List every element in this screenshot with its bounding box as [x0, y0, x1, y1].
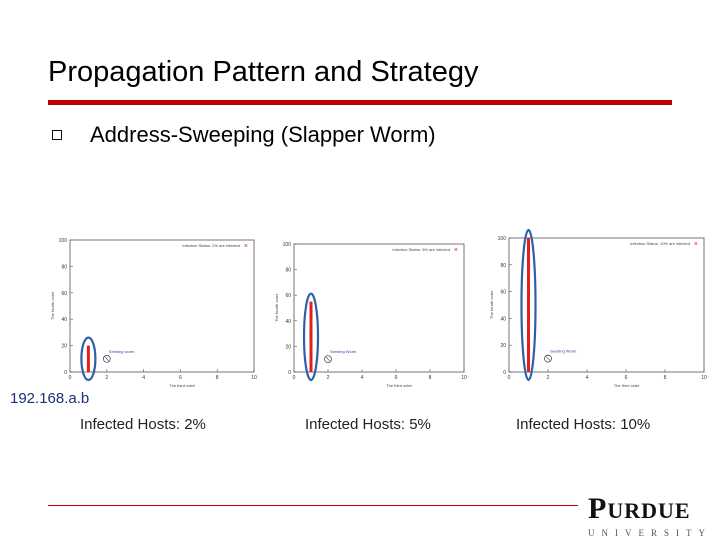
- x-tick-label: 2: [327, 375, 330, 381]
- x-axis-label: The third octet: [169, 383, 195, 388]
- y-tick-label: 60: [500, 290, 506, 296]
- x-tick-label: 4: [586, 375, 589, 381]
- seed-marker: [544, 354, 552, 363]
- seeding-worm-label: Seeding Worm: [550, 349, 577, 354]
- y-tick-label: 20: [500, 343, 506, 349]
- x-tick-label: 8: [664, 375, 667, 381]
- seed-marker-cross: [545, 356, 551, 361]
- plot-frame: [508, 237, 705, 373]
- y-tick-label: 100: [498, 236, 507, 242]
- y-tick-label: 20: [61, 344, 67, 350]
- y-tick-label: 20: [285, 344, 291, 350]
- x-axis-label: The third octet: [386, 383, 412, 388]
- y-tick-label: 80: [61, 264, 67, 270]
- y-tick-label: 60: [61, 291, 67, 297]
- slide-title: Propagation Pattern and Strategy: [48, 56, 479, 88]
- plot-10-percent: 0 20 40 60 80 100 0 2 4 6 8 10 The third octet The fo…: [487, 226, 716, 390]
- y-tick-label: 0: [64, 370, 67, 376]
- x-tick-label: 0: [69, 375, 72, 381]
- x-tick-label: 6: [625, 375, 628, 381]
- plot-frame: [69, 239, 255, 373]
- y-axis-label: The fourth octet: [489, 290, 494, 319]
- caption-5-percent: Infected Hosts: 5%: [305, 416, 431, 433]
- plot-frame: [293, 243, 465, 373]
- x-tick-label: 6: [395, 375, 398, 381]
- highlight-ellipse: [302, 292, 320, 382]
- close-x-icon: ×: [694, 241, 698, 248]
- bullet-text: Address-Sweeping (Slapper Worm): [90, 122, 436, 147]
- x-tick-label: 2: [547, 375, 550, 381]
- highlight-ellipse: [520, 228, 537, 382]
- plot-2-percent: 0 20 40 60 80 100 0 2 4 6 8 10 The third octet The fo…: [48, 228, 266, 390]
- y-tick-label: 100: [59, 238, 68, 244]
- y-tick-label: 40: [285, 319, 291, 325]
- bullet-checkbox-icon: [52, 130, 62, 140]
- footer-rule: [48, 505, 578, 506]
- chart-svg: 0 20 40 60 80 100 0 2 4 6 8 10 The third octet The fo…: [489, 228, 707, 388]
- seed-marker-cross: [325, 356, 331, 362]
- chart-svg: 0 20 40 60 80 100 0 2 4 6 8 10 The third octet The fo…: [274, 242, 467, 388]
- chart-svg: 0 20 40 60 80 100 0 2 4 6 8 10 The third octet The fo…: [50, 238, 257, 388]
- y-tick-label: 100: [283, 242, 292, 248]
- y-tick-label: 80: [500, 263, 506, 269]
- seed-marker: [102, 354, 111, 363]
- ip-address-label: 192.168.a.b: [10, 390, 90, 407]
- seeding-worm-label: Seeding Worm: [330, 349, 357, 354]
- y-axis-label: The fourth octet: [274, 293, 279, 322]
- infection-status-label: Infection Status: 10% are infected: [630, 241, 690, 246]
- logo-subtitle: UNIVERSITY: [588, 528, 712, 538]
- seed-marker: [324, 355, 332, 364]
- x-tick-label: 10: [251, 375, 257, 381]
- y-tick-label: 0: [503, 370, 506, 376]
- x-tick-label: 4: [361, 375, 364, 381]
- y-tick-label: 60: [285, 293, 291, 299]
- title-rule: [48, 100, 672, 105]
- caption-2-percent: Infected Hosts: 2%: [80, 416, 206, 433]
- logo-rest: URDUE: [607, 498, 691, 523]
- logo-first-letter: P: [588, 492, 608, 525]
- x-tick-label: 10: [701, 375, 707, 381]
- plot-5-percent: 0 20 40 60 80 100 0 2 4 6 8 10 The third octet The fo…: [272, 232, 476, 390]
- purdue-logo: PURDUE UNIVERSITY: [588, 492, 716, 539]
- x-tick-label: 10: [461, 375, 467, 381]
- seeding-worm-label: Seeding worm: [109, 349, 135, 354]
- close-x-icon: ×: [244, 243, 248, 250]
- y-tick-label: 0: [288, 370, 291, 376]
- x-tick-label: 0: [293, 375, 296, 381]
- infection-status-label: Infection Status: 2% are infected: [182, 243, 240, 248]
- x-tick-label: 8: [429, 375, 432, 381]
- seed-marker-cross: [104, 356, 110, 362]
- x-tick-label: 6: [179, 375, 182, 381]
- highlight-ellipse: [80, 336, 97, 382]
- y-tick-label: 80: [285, 268, 291, 274]
- x-tick-label: 2: [105, 375, 108, 381]
- x-tick-label: 0: [508, 375, 511, 381]
- y-tick-label: 40: [61, 317, 67, 323]
- infection-status-label: Infection Status: 5% are infected: [392, 247, 450, 252]
- x-axis-label: The third octet: [614, 383, 640, 388]
- y-tick-label: 40: [500, 316, 506, 322]
- y-axis-label: The fourth octet: [50, 291, 55, 320]
- x-tick-label: 8: [216, 375, 219, 381]
- x-tick-label: 4: [142, 375, 145, 381]
- caption-10-percent: Infected Hosts: 10%: [516, 416, 651, 433]
- close-x-icon: ×: [454, 247, 458, 254]
